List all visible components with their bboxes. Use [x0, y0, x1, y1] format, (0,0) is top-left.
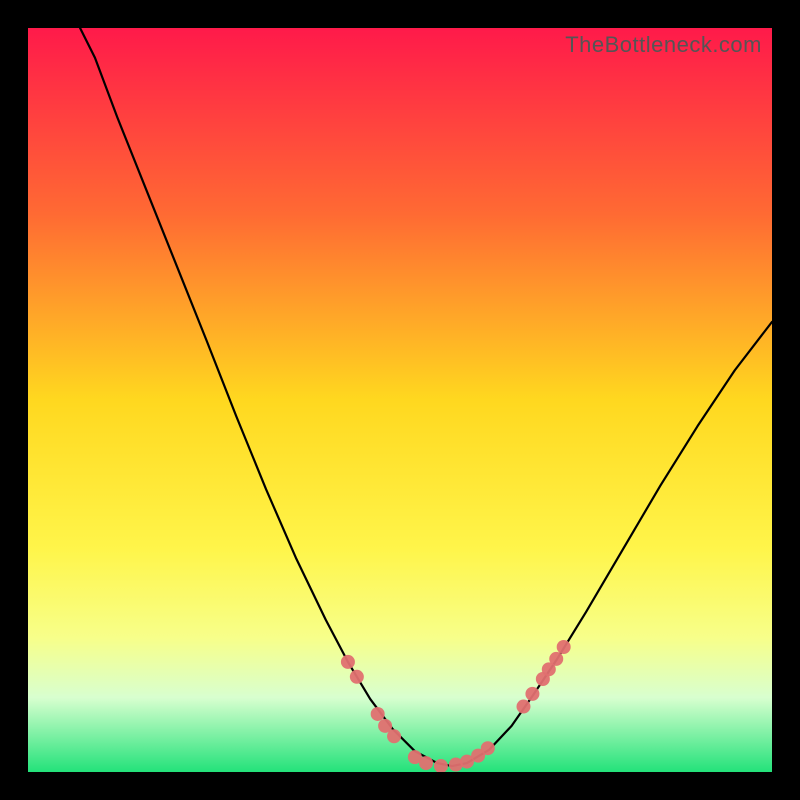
data-marker: [419, 756, 433, 770]
plot-area: TheBottleneck.com: [28, 28, 772, 772]
chart-svg: [28, 28, 772, 772]
data-marker: [481, 741, 495, 755]
data-marker: [517, 700, 531, 714]
chart-container: TheBottleneck.com: [0, 0, 800, 800]
data-marker: [525, 687, 539, 701]
data-marker: [557, 640, 571, 654]
data-marker: [371, 707, 385, 721]
data-marker: [434, 759, 448, 772]
data-marker: [387, 729, 401, 743]
data-marker: [549, 652, 563, 666]
data-marker: [341, 655, 355, 669]
data-marker: [350, 670, 364, 684]
bottleneck-curve: [80, 28, 772, 766]
